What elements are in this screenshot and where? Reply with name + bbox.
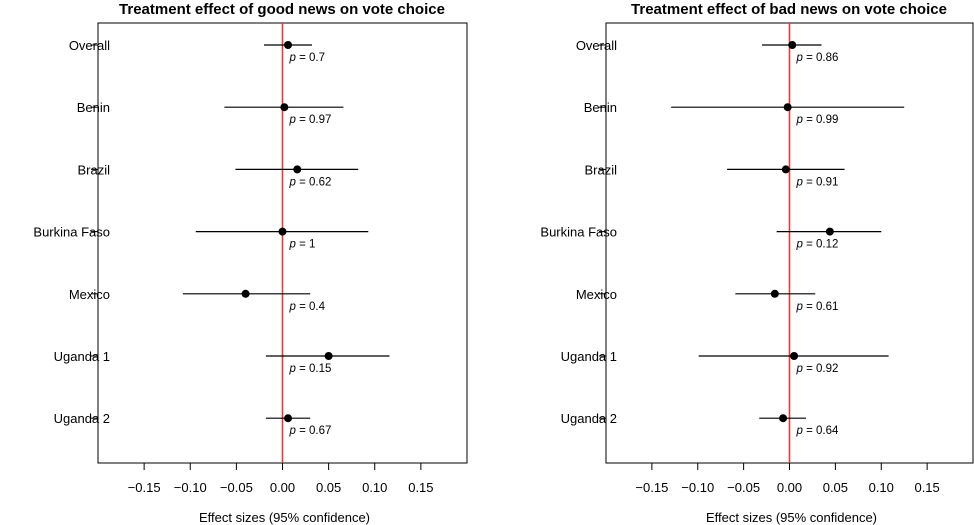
point-estimate — [324, 352, 333, 360]
x-tick-label: −0.10 — [681, 480, 714, 495]
forest-row: Uganda 2 p = 0.67 — [54, 411, 332, 437]
x-axis-label: Effect sizes (95% confidence) — [706, 510, 877, 525]
p-value-label: p = 0.97 — [289, 114, 332, 126]
p-value-label: p = 0.7 — [289, 52, 326, 64]
x-tick-label: 0.00 — [777, 480, 802, 495]
x-axis: −0.15 −0.10 −0.05 0.00 0.05 0.10 0.15 — [128, 463, 434, 495]
forest-row: Burkina Faso p = 1 — [33, 225, 369, 251]
category-label: Benin — [77, 100, 110, 115]
p-value-label: p = 0.91 — [796, 176, 839, 188]
x-tick-label: −0.15 — [128, 480, 161, 495]
forest-panel-2: Treatment effect of bad news on vote cho… — [540, 1, 974, 525]
x-tick-label: −0.05 — [727, 480, 760, 495]
category-label: Burkina Faso — [540, 225, 617, 240]
forest-row: Brazil p = 0.62 — [77, 162, 359, 188]
point-estimate — [241, 289, 250, 298]
category-label: Uganda 2 — [561, 411, 617, 426]
category-label: Mexico — [69, 287, 110, 302]
point-estimate — [278, 227, 287, 236]
category-label: Brazil — [77, 162, 110, 177]
x-tick-label: −0.15 — [635, 480, 668, 495]
category-label: Mexico — [576, 287, 617, 302]
x-tick-label: 0.10 — [362, 480, 387, 495]
p-value-label: p = 0.92 — [796, 363, 839, 375]
p-value-label: p = 0.15 — [289, 363, 332, 375]
x-tick-label: 0.15 — [408, 480, 433, 495]
category-label: Overall — [576, 38, 617, 53]
point-estimate — [781, 165, 790, 174]
forest-row: Overall p = 0.86 — [576, 38, 839, 64]
forest-row: Benin p = 0.97 — [77, 100, 344, 126]
point-estimate — [280, 103, 289, 112]
forest-row: Burkina Faso p = 0.12 — [540, 225, 882, 251]
forest-row: Benin p = 0.99 — [584, 100, 905, 126]
category-label: Burkina Faso — [33, 225, 110, 240]
x-tick-label: 0.15 — [914, 480, 939, 495]
point-estimate — [825, 227, 834, 236]
panel-title: Treatment effect of bad news on vote cho… — [631, 1, 947, 18]
point-estimate — [788, 41, 797, 49]
x-axis: −0.15 −0.10 −0.05 0.00 0.05 0.10 0.15 — [635, 463, 940, 495]
panel-title: Treatment effect of good news on vote ch… — [119, 1, 445, 18]
x-tick-label: 0.05 — [823, 480, 848, 495]
p-value-label: p = 0.61 — [796, 301, 839, 313]
forest-row: Mexico p = 0.61 — [576, 287, 839, 313]
x-tick-label: 0.00 — [270, 480, 295, 495]
p-value-label: p = 0.67 — [289, 425, 332, 437]
forest-panel-1: Treatment effect of good news on vote ch… — [33, 1, 468, 525]
p-value-label: p = 0.4 — [289, 301, 326, 313]
point-estimate — [770, 289, 779, 298]
point-estimate — [779, 414, 788, 423]
x-tick-label: 0.10 — [869, 480, 894, 495]
category-label: Brazil — [584, 162, 617, 177]
forest-row: Mexico p = 0.4 — [69, 287, 326, 313]
x-tick-label: −0.10 — [174, 480, 207, 495]
forest-row: Uganda 1 p = 0.92 — [561, 349, 889, 375]
x-tick-label: 0.05 — [316, 480, 341, 495]
x-tick-label: −0.05 — [220, 480, 253, 495]
category-label: Uganda 1 — [561, 349, 617, 364]
point-estimate — [783, 103, 792, 112]
p-value-label: p = 0.12 — [796, 239, 839, 251]
forest-row: Uganda 2 p = 0.64 — [561, 411, 839, 437]
forest-row: Overall p = 0.7 — [69, 38, 325, 64]
point-estimate — [284, 414, 293, 423]
point-estimate — [293, 165, 302, 174]
p-value-label: p = 1 — [289, 239, 316, 251]
x-axis-label: Effect sizes (95% confidence) — [199, 510, 370, 525]
p-value-label: p = 0.86 — [796, 52, 839, 64]
category-label: Overall — [69, 38, 110, 53]
p-value-label: p = 0.62 — [289, 176, 332, 188]
point-estimate — [790, 352, 799, 360]
category-label: Uganda 2 — [54, 411, 110, 426]
forest-row: Uganda 1 p = 0.15 — [54, 349, 390, 375]
p-value-label: p = 0.99 — [796, 114, 839, 126]
category-label: Benin — [584, 100, 617, 115]
point-estimate — [284, 41, 293, 49]
forest-row: Brazil p = 0.91 — [584, 162, 845, 188]
p-value-label: p = 0.64 — [796, 425, 839, 437]
category-label: Uganda 1 — [54, 349, 110, 364]
